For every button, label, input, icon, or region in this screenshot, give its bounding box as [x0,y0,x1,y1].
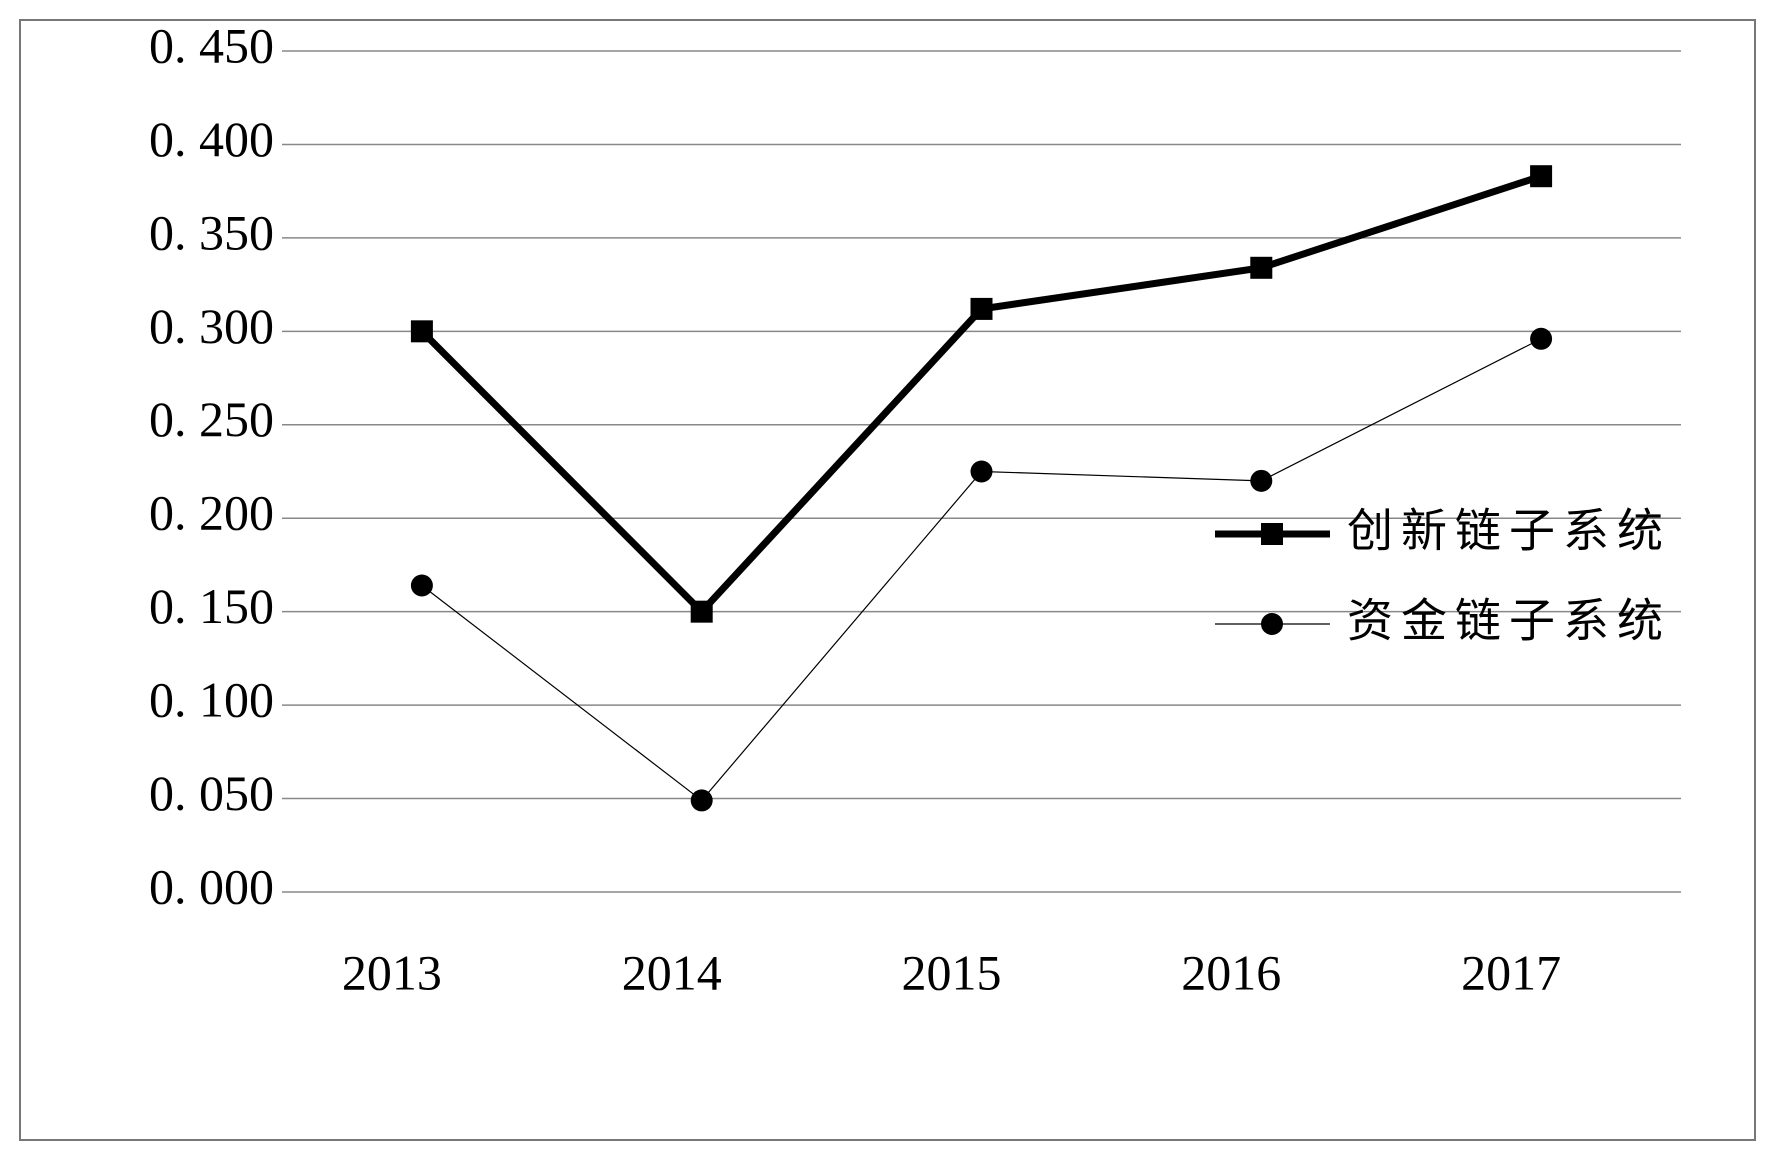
legend-label: 资金链子系统 [1347,594,1671,648]
x-tick-label: 2014 [622,944,722,1000]
point-marker [1250,256,1273,279]
y-tick-label: 0. 100 [149,672,274,728]
point-marker [690,600,713,623]
point-marker [970,460,993,483]
point-marker [1530,165,1553,188]
x-tick-label: 2013 [342,944,442,1000]
y-tick-label: 0. 200 [149,485,274,541]
x-tick-label: 2016 [1181,944,1281,1000]
y-tick-label: 0. 450 [149,17,274,73]
y-tick-label: 0. 050 [149,765,274,821]
y-tick-label: 0. 350 [149,204,274,260]
legend-marker [1261,523,1283,545]
y-tick-label: 0. 250 [149,391,274,447]
legend-label: 创新链子系统 [1347,504,1671,558]
y-tick-label: 0. 150 [149,578,274,634]
y-tick-label: 0. 300 [149,298,274,354]
point-marker [970,297,993,320]
point-marker [1530,327,1553,350]
chart-frame [19,19,1756,1141]
point-marker [410,320,433,343]
y-tick-label: 0. 000 [149,858,274,914]
point-marker [690,789,713,812]
x-tick-label: 2017 [1461,944,1561,1000]
point-marker [1250,469,1273,492]
x-tick-label: 2015 [902,944,1002,1000]
legend-marker [1261,613,1283,635]
point-marker [410,574,433,597]
y-tick-label: 0. 400 [149,111,274,167]
